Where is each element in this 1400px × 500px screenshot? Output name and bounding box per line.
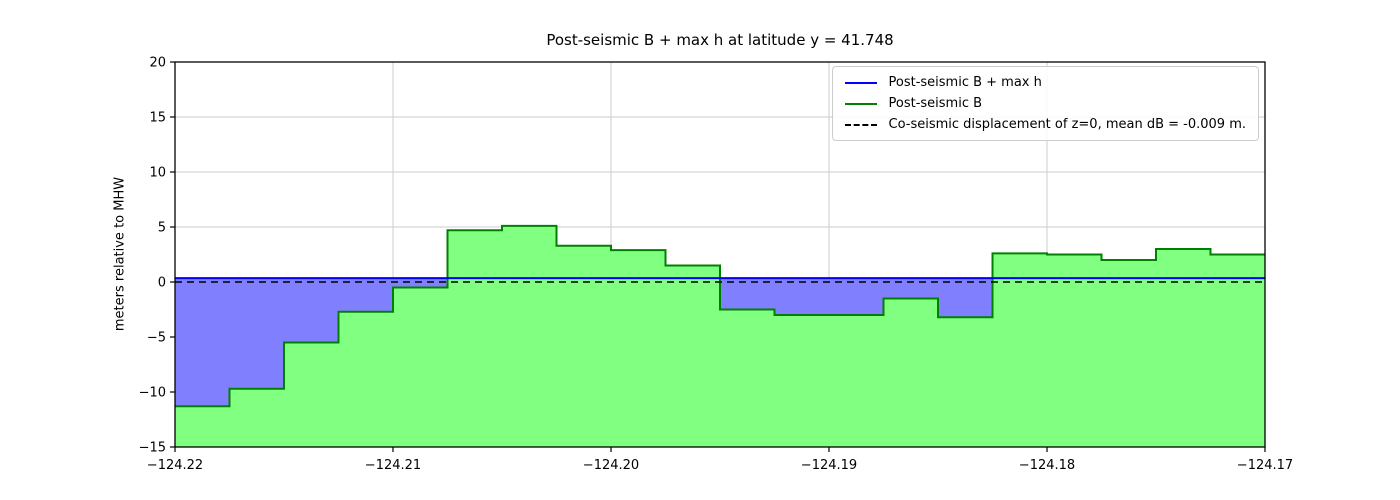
legend-label: Post-seismic B + max h bbox=[888, 75, 1042, 90]
y-tick-label: 20 bbox=[149, 56, 166, 71]
legend-line-sample-green bbox=[844, 102, 877, 105]
y-axis-label: meters relative to MHW bbox=[112, 176, 128, 332]
x-tick-label: −124.17 bbox=[1237, 458, 1293, 473]
legend-item: Post-seismic B bbox=[844, 96, 1247, 111]
x-tick-label: −124.22 bbox=[147, 458, 203, 473]
chart-title: Post-seismic B + max h at latitude y = 4… bbox=[546, 31, 894, 49]
y-tick-label: 0 bbox=[158, 276, 166, 291]
y-tick-label: −15 bbox=[139, 441, 166, 456]
x-tick-label: −124.21 bbox=[365, 458, 421, 473]
legend-item: Co-seismic displacement of z=0, mean dB … bbox=[844, 117, 1247, 132]
post-seismic-b-line bbox=[175, 224, 1265, 408]
legend-label: Post-seismic B bbox=[888, 96, 983, 111]
legend-label: Co-seismic displacement of z=0, mean dB … bbox=[888, 117, 1247, 132]
x-tick-label: −124.19 bbox=[801, 458, 857, 473]
y-tick-label: −5 bbox=[147, 331, 166, 346]
legend-line-sample-blue bbox=[844, 81, 877, 84]
legend-item: Post-seismic B + max h bbox=[844, 75, 1247, 90]
y-tick-label: 10 bbox=[149, 166, 166, 181]
y-tick-label: 5 bbox=[158, 221, 166, 236]
y-tick-label: 15 bbox=[149, 111, 166, 126]
x-tick-label: −124.20 bbox=[583, 458, 639, 473]
legend: Post-seismic B + max h Post-seismic B Co… bbox=[831, 66, 1259, 141]
x-tick-label: −124.18 bbox=[1019, 458, 1075, 473]
plot-frame bbox=[174, 61, 1266, 448]
legend-line-sample-dashed bbox=[844, 123, 877, 126]
y-tick-label: −10 bbox=[139, 386, 166, 401]
